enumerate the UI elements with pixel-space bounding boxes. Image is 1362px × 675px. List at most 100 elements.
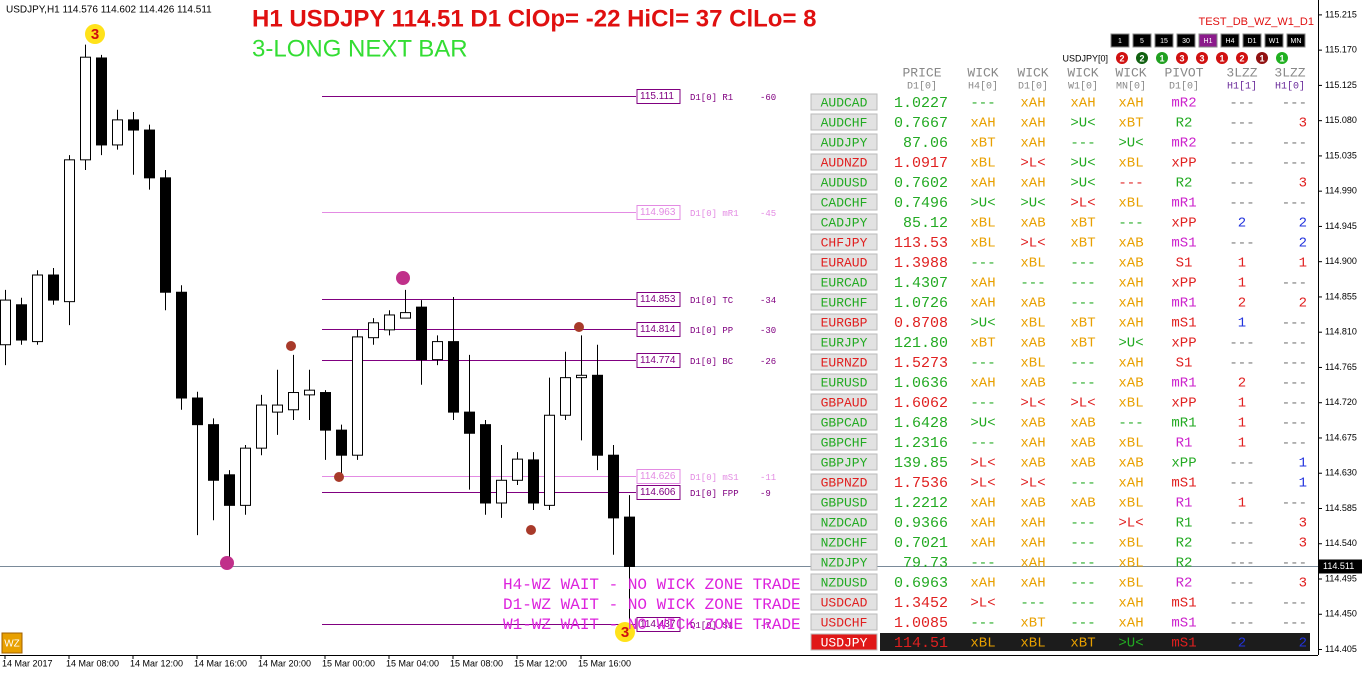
symbol[interactable]: EURCAD (821, 275, 868, 290)
symbol-box[interactable] (810, 233, 878, 251)
symbol-box[interactable] (810, 253, 878, 271)
symbol[interactable]: AUDCHF (821, 115, 868, 130)
symbol-box[interactable] (810, 153, 878, 171)
symbol[interactable]: EURCHF (821, 295, 868, 310)
wz-button-label[interactable]: WZ (4, 639, 20, 650)
cell: >U< (970, 416, 995, 432)
symbol-box[interactable] (810, 473, 878, 491)
symbol[interactable]: GBPAUD (821, 395, 868, 410)
timeframe-button[interactable] (1132, 33, 1152, 48)
timeframe-button-label[interactable]: 1 (1118, 38, 1122, 45)
cell: --- (1229, 616, 1254, 632)
timeframe-button-label[interactable]: W1 (1269, 38, 1280, 45)
cell: >L< (1118, 516, 1143, 532)
symbol-box[interactable] (810, 413, 878, 431)
timeframe-button-label[interactable]: 5 (1140, 38, 1144, 45)
symbol-box[interactable] (810, 393, 878, 411)
symbol-box[interactable] (810, 533, 878, 551)
symbol-box[interactable] (810, 493, 878, 511)
cell: xBT (1070, 336, 1095, 352)
symbol-box[interactable] (810, 293, 878, 311)
symbol-box[interactable] (810, 193, 878, 211)
symbol-box[interactable] (810, 553, 878, 571)
timeframe-button-label[interactable]: H4 (1226, 38, 1235, 45)
timeframe-button[interactable] (1242, 33, 1262, 48)
timeframe-button-label[interactable]: 30 (1182, 38, 1190, 45)
symbol-box[interactable] (810, 113, 878, 131)
symbol-box[interactable] (810, 333, 878, 351)
symbol-box[interactable] (810, 513, 878, 531)
symbol-box[interactable] (810, 213, 878, 231)
timeframe-button[interactable] (1154, 33, 1174, 48)
cell: --- (1282, 596, 1307, 612)
symbol-box[interactable] (810, 373, 878, 391)
cell: --- (1282, 356, 1307, 372)
wz-button-box[interactable] (1, 632, 23, 654)
cell: 1 (1299, 456, 1307, 472)
candle-body (144, 129, 155, 179)
symbol[interactable]: AUDJPY (821, 135, 868, 150)
symbol[interactable]: NZDCAD (821, 515, 868, 530)
symbol[interactable]: AUDCAD (821, 95, 868, 110)
timeframe-button-label[interactable]: 15 (1160, 38, 1168, 45)
symbol-box[interactable] (810, 93, 878, 111)
timeframe-button[interactable] (1176, 33, 1196, 48)
score-value: 3 (1179, 53, 1184, 63)
score-badge (1196, 52, 1208, 64)
symbol-box[interactable] (810, 573, 878, 591)
cell: 3 (1299, 176, 1307, 192)
symbol-box[interactable] (810, 433, 878, 451)
symbol[interactable]: EURGBP (821, 315, 868, 330)
candle-body (304, 389, 315, 396)
symbol[interactable]: NZDJPY (821, 555, 868, 570)
symbol-box[interactable] (810, 313, 878, 331)
symbol-box[interactable] (810, 613, 878, 631)
symbol-box[interactable] (810, 173, 878, 191)
symbol[interactable]: NZDCHF (821, 535, 868, 550)
symbol[interactable]: CHFJPY (821, 235, 868, 250)
symbol-box[interactable] (810, 593, 878, 611)
y-tick-label: 114.810 (1325, 327, 1357, 337)
symbol[interactable]: EURUSD (821, 375, 868, 390)
timeframe-button-label[interactable]: MN (1291, 38, 1302, 45)
symbol[interactable]: AUDUSD (821, 175, 868, 190)
symbol[interactable]: USDCHF (821, 615, 868, 630)
symbol-box[interactable] (810, 133, 878, 151)
symbol-box[interactable] (810, 353, 878, 371)
candle-body (480, 424, 491, 504)
symbol-box[interactable] (810, 453, 878, 471)
cell: xAH (970, 516, 995, 532)
candle-body (560, 377, 571, 416)
symbol[interactable]: EURAUD (821, 255, 868, 270)
score-badge (1256, 52, 1268, 64)
symbol[interactable]: USDCAD (821, 595, 868, 610)
symbol[interactable]: GBPNZD (821, 475, 868, 490)
timeframe-button[interactable] (1264, 33, 1284, 48)
cell: mR2 (1171, 136, 1196, 152)
symbol[interactable]: EURJPY (821, 335, 868, 350)
timeframe-button[interactable] (1286, 33, 1306, 48)
symbol[interactable]: GBPCAD (821, 415, 868, 430)
symbol[interactable]: CADJPY (821, 215, 868, 230)
price: 79.73 (903, 555, 948, 572)
symbol[interactable]: USDJPY (821, 635, 868, 650)
symbol[interactable]: GBPUSD (821, 495, 868, 510)
candle-body (544, 414, 555, 506)
symbol-box[interactable] (810, 633, 878, 651)
symbol[interactable]: CADCHF (821, 195, 868, 210)
timeframe-button-label[interactable]: D1 (1248, 38, 1257, 45)
timeframe-button[interactable] (1198, 33, 1218, 48)
cell: --- (970, 436, 995, 452)
symbol[interactable]: GBPCHF (821, 435, 868, 450)
wz-button[interactable]: WZ (1, 632, 23, 654)
symbol[interactable]: AUDNZD (821, 155, 868, 170)
symbol-box[interactable] (810, 273, 878, 291)
price: 121.80 (894, 335, 948, 352)
timeframe-button[interactable] (1220, 33, 1240, 48)
symbol[interactable]: EURNZD (821, 355, 868, 370)
cell: xBT (1070, 216, 1095, 232)
symbol[interactable]: GBPJPY (821, 455, 868, 470)
timeframe-button[interactable] (1110, 33, 1130, 48)
timeframe-button-label[interactable]: H1 (1204, 38, 1213, 45)
symbol[interactable]: NZDUSD (821, 575, 868, 590)
